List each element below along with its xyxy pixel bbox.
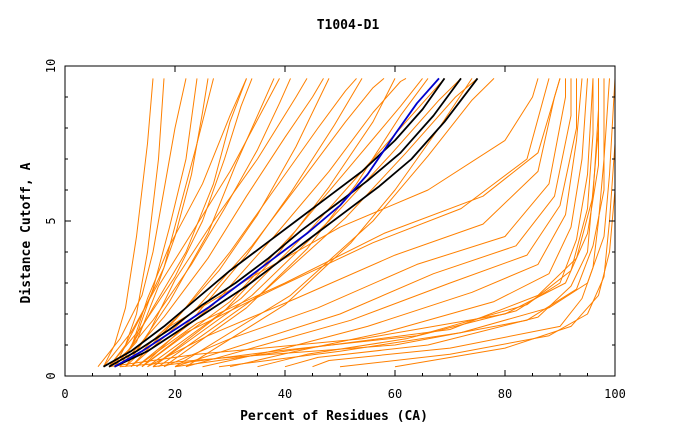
y-axis-ticks: 0 5 10 bbox=[44, 59, 615, 380]
model-line-31 bbox=[202, 78, 583, 368]
x-tick-label: 80 bbox=[498, 387, 512, 401]
y-tick-label: 0 bbox=[44, 372, 58, 379]
x-tick-label: 40 bbox=[278, 387, 292, 401]
x-tick-label: 0 bbox=[61, 387, 68, 401]
model-line-34 bbox=[163, 78, 566, 368]
highlight-line-2 bbox=[114, 77, 479, 368]
highlight-line-3 bbox=[114, 77, 440, 368]
model-line-13 bbox=[114, 78, 214, 367]
model-line-43 bbox=[152, 78, 594, 368]
model-line-21 bbox=[152, 78, 396, 368]
model-line-40 bbox=[339, 78, 616, 368]
model-line-41 bbox=[119, 78, 605, 368]
model-line-35 bbox=[147, 78, 561, 368]
model-line-8 bbox=[141, 78, 423, 368]
model-line-10 bbox=[152, 78, 462, 368]
highlight-line-1 bbox=[108, 77, 462, 368]
model-line-17 bbox=[103, 78, 154, 367]
model-line-44 bbox=[174, 78, 599, 368]
highlight-line-0 bbox=[103, 77, 446, 368]
chart-title: T1004-D1 bbox=[317, 18, 380, 33]
model-line-1 bbox=[103, 78, 209, 368]
model-line-6 bbox=[130, 78, 385, 368]
x-axis-ticks: 0 20 40 60 80 100 bbox=[61, 66, 626, 401]
model-line-28 bbox=[284, 78, 599, 368]
y-axis-label: Distance Cutoff, A bbox=[19, 162, 34, 303]
model-line-2 bbox=[108, 78, 253, 368]
x-tick-label: 20 bbox=[168, 387, 182, 401]
x-tick-label: 60 bbox=[388, 387, 402, 401]
model-line-11 bbox=[158, 78, 478, 368]
model-line-16 bbox=[108, 78, 165, 368]
x-axis-label: Percent of Residues (CA) bbox=[240, 409, 428, 424]
y-tick-label: 10 bbox=[44, 59, 58, 73]
model-line-26 bbox=[125, 78, 308, 367]
model-line-0 bbox=[97, 78, 187, 368]
model-line-25 bbox=[114, 78, 280, 368]
model-line-12 bbox=[174, 78, 495, 368]
plot-lines bbox=[97, 77, 616, 368]
model-line-5 bbox=[125, 78, 357, 368]
model-line-22 bbox=[163, 78, 429, 368]
model-line-4 bbox=[119, 78, 324, 368]
model-line-27 bbox=[312, 78, 610, 368]
model-line-38 bbox=[136, 78, 561, 368]
y-tick-label: 5 bbox=[44, 217, 58, 224]
model-line-20 bbox=[141, 78, 363, 368]
model-line-3 bbox=[114, 78, 291, 368]
x-tick-label: 100 bbox=[604, 387, 626, 401]
model-line-36 bbox=[141, 78, 550, 368]
model-line-37 bbox=[130, 78, 539, 368]
model-line-14 bbox=[119, 78, 247, 367]
model-line-33 bbox=[174, 78, 572, 368]
plot-frame bbox=[64, 65, 616, 377]
model-line-15 bbox=[125, 78, 275, 367]
model-line-32 bbox=[185, 78, 577, 368]
model-line-23 bbox=[185, 78, 473, 368]
